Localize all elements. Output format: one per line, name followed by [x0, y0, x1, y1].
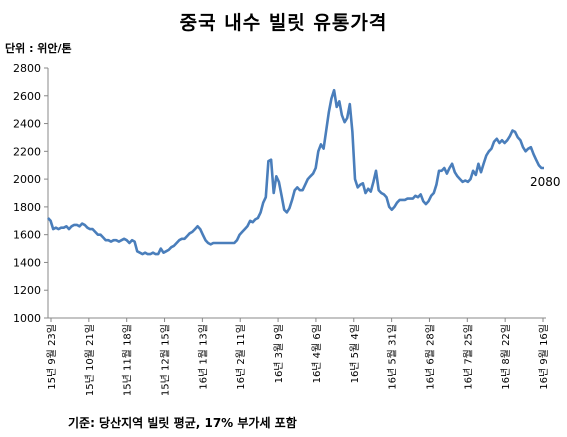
series-group [47, 88, 544, 256]
price-series-line [47, 88, 544, 256]
y-tick-label: 2600 [13, 90, 41, 103]
y-tick-label: 1800 [13, 201, 41, 214]
x-tick-label: 16년 1월 13일 [197, 324, 209, 390]
y-tick-label: 1600 [13, 229, 41, 242]
source-note: 기준: 당산지역 빌릿 평균, 17% 부가세 포함 [68, 416, 297, 430]
y-tick-label: 2400 [13, 118, 41, 131]
x-tick-label: 16년 2월 11일 [235, 324, 247, 390]
x-tick-label: 16년 5월 4일 [349, 324, 361, 383]
x-tick-label: 16년 3월 9일 [273, 324, 285, 383]
y-tick-label: 1000 [13, 312, 41, 325]
x-tick-label: 16년 9월 16일 [538, 324, 550, 390]
y-tick-label: 2800 [13, 62, 41, 75]
x-tick-label: 16년 5월 31일 [387, 324, 399, 390]
chart-title: 중국 내수 빌릿 유통가격 [179, 12, 388, 34]
x-tick-label: 15년 11월 18일 [122, 324, 134, 396]
x-tick-label: 15년 12월 15일 [160, 324, 172, 396]
x-tick-label: 15년 10월 21일 [84, 324, 96, 396]
x-tick-label: 16년 8월 22일 [500, 324, 512, 390]
x-tick-label: 16년 4월 6일 [311, 324, 323, 383]
x-tick-label: 16년 7월 25일 [462, 324, 474, 390]
end-value-label: 2080 [530, 175, 561, 189]
y-tick-label: 2000 [13, 173, 41, 186]
y-tick-label: 1200 [13, 284, 41, 297]
x-tick-label: 15년 9월 23일 [46, 324, 58, 390]
unit-label: 단위 : 위안/톤 [5, 42, 72, 55]
y-ticks: 1000 1200 1400 1600 1800 2000 2200 2400 2600 2800 [13, 62, 48, 325]
x-ticks: 15년 9월 23일 15년 10월 21일 15년 11월 18일 15년 12월 … [46, 318, 550, 396]
x-tick-label: 16년 6월 28일 [424, 324, 436, 390]
y-tick-label: 1400 [13, 256, 41, 269]
y-tick-label: 2200 [13, 145, 41, 158]
